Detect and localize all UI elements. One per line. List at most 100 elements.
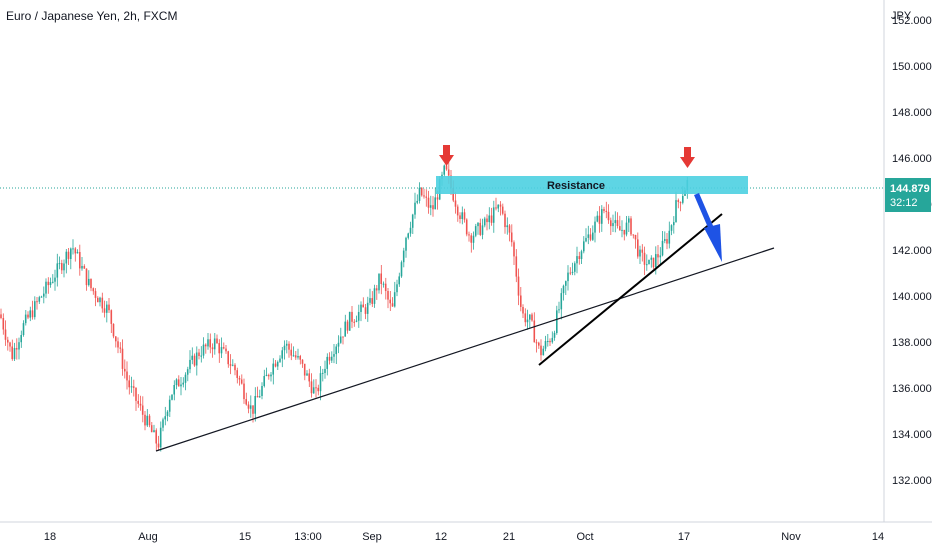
candle-body — [321, 372, 324, 374]
candle-body — [601, 209, 603, 224]
candle-body — [520, 295, 522, 307]
candle-body — [94, 291, 97, 298]
candle-body — [112, 323, 115, 337]
candle-body — [443, 165, 445, 175]
candle-body — [623, 229, 626, 235]
candle-body — [619, 226, 621, 231]
candle-body — [18, 342, 20, 350]
candle-body — [110, 310, 113, 324]
candle-body — [463, 212, 466, 220]
current-price-badge: 144.879 32:12 — [885, 178, 931, 212]
candle-body — [45, 281, 47, 294]
candle-body — [186, 369, 189, 375]
candle-body — [124, 368, 126, 372]
candle-body — [101, 297, 104, 309]
candle-body — [481, 225, 484, 235]
candle-body — [389, 299, 391, 304]
candle-body — [15, 348, 18, 350]
candle-body — [294, 355, 297, 358]
candle-body — [72, 248, 74, 250]
candle-body — [668, 230, 671, 244]
candle-body — [24, 314, 27, 324]
candle-body — [207, 339, 209, 347]
short-term-support-trendline[interactable] — [538, 213, 723, 366]
candle-body — [204, 344, 207, 347]
candle-body — [236, 370, 238, 378]
candle-body — [664, 239, 666, 241]
candle-body — [508, 225, 511, 233]
candle-body — [544, 341, 547, 349]
candle-body — [88, 278, 90, 286]
candle-body — [677, 200, 680, 202]
candle-body — [339, 336, 342, 343]
time-tick-label: 18 — [44, 531, 56, 543]
candle-body — [198, 352, 200, 356]
candle-body — [270, 374, 272, 377]
candle-body — [396, 284, 398, 293]
candle-body — [625, 222, 628, 235]
candle-body — [657, 254, 659, 258]
candle-body — [355, 320, 358, 322]
candle-body — [556, 310, 558, 333]
long-term-support-trendline[interactable] — [155, 247, 775, 452]
candle-body — [650, 257, 653, 260]
resistance-zone[interactable] — [436, 176, 748, 194]
time-tick-label: Nov — [781, 531, 801, 543]
candle-body — [267, 374, 270, 377]
candle-body — [0, 314, 2, 318]
candle-body — [576, 256, 578, 264]
candle-body — [312, 387, 315, 394]
candle-body — [159, 427, 162, 448]
candle-body — [272, 363, 274, 375]
candle-body — [52, 281, 54, 283]
candle-body — [81, 266, 83, 269]
candle-body — [306, 373, 308, 376]
candle-body — [456, 206, 459, 216]
candle-body — [137, 400, 139, 404]
candle-body — [285, 343, 288, 346]
marker-arrow-sep[interactable] — [439, 145, 454, 166]
candle-body — [135, 387, 137, 401]
candle-body — [398, 276, 400, 285]
candle-body — [263, 376, 265, 386]
candle-body — [128, 380, 130, 388]
candle-body — [384, 283, 387, 291]
price-tick-label: 140.000 — [892, 291, 932, 303]
marker-arrow-oct[interactable] — [680, 147, 695, 168]
candle-body — [330, 356, 333, 361]
candle-body — [346, 321, 349, 331]
candle-body — [465, 219, 468, 235]
time-tick-label: 21 — [503, 531, 515, 543]
time-tick-label: Aug — [138, 531, 158, 543]
candle-body — [31, 310, 34, 318]
candle-body — [510, 232, 513, 243]
price-axis-ticks: 132.000 134.000 136.000 138.000 140.000 142.0… — [892, 15, 932, 487]
candle-body — [452, 188, 454, 201]
candle-body — [7, 339, 9, 343]
candle-body — [141, 405, 144, 415]
candle-body — [303, 363, 306, 376]
candle-body — [36, 301, 38, 303]
candle-body — [646, 264, 648, 266]
candle-body — [132, 386, 135, 388]
candle-body — [274, 363, 277, 367]
projection-arrow[interactable] — [694, 193, 722, 262]
candle-body — [225, 348, 227, 352]
candle-body — [387, 291, 389, 300]
candle-body — [447, 169, 450, 176]
candle-body — [231, 364, 234, 366]
candle-body — [585, 237, 587, 242]
candle-body — [79, 252, 81, 269]
candle-body — [391, 303, 394, 307]
candle-body — [637, 239, 639, 257]
candle-body — [558, 309, 560, 311]
candle-body — [150, 425, 153, 433]
candle-body — [162, 419, 164, 428]
candle-body — [301, 359, 304, 364]
candle-body — [486, 218, 488, 223]
candle-body — [407, 233, 409, 238]
candle-body — [292, 355, 295, 357]
candle-body — [515, 256, 518, 277]
candle-body — [682, 196, 684, 203]
